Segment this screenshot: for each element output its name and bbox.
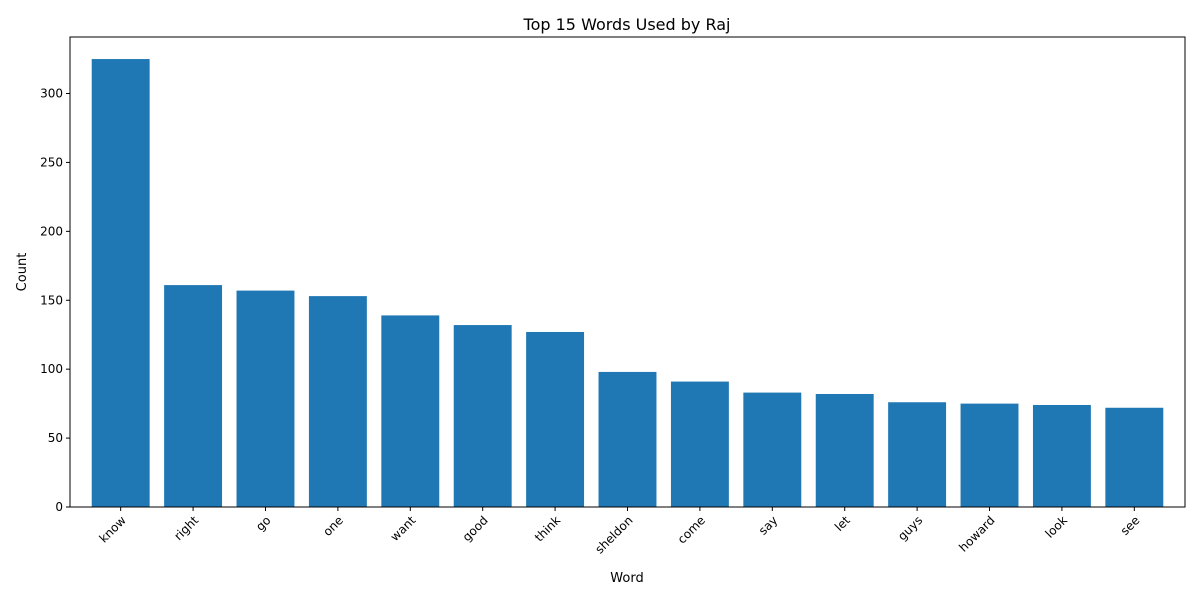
bar-howard	[960, 403, 1019, 507]
y-tick-label-150: 150	[40, 293, 63, 307]
bar-know	[91, 59, 150, 507]
y-tick-label-300: 300	[40, 87, 63, 101]
bar-go	[236, 290, 295, 507]
x-tick-label-know: know	[96, 513, 128, 545]
y-tick-label-250: 250	[40, 155, 63, 169]
bar-want	[381, 315, 440, 507]
x-axis-label: Word	[610, 571, 643, 586]
x-tick-label-go: go	[253, 513, 273, 533]
bar-see	[1105, 407, 1164, 507]
x-tick-label-think: think	[532, 513, 563, 544]
bar-let	[815, 393, 874, 507]
bar-think	[526, 331, 585, 507]
x-tick-label-one: one	[320, 513, 346, 539]
x-tick-label-come: come	[675, 513, 708, 546]
y-tick-label-0: 0	[55, 500, 63, 514]
bars-group	[91, 59, 1164, 507]
x-axis: know right go one want good think sheldon come sa…	[96, 507, 1142, 556]
x-tick-label-howard: howard	[956, 513, 997, 554]
x-tick-label-sheldon: sheldon	[592, 513, 635, 556]
plot-frame	[69, 36, 1186, 508]
bar-sheldon	[598, 371, 657, 507]
bar-look	[1032, 405, 1091, 507]
x-tick-label-look: look	[1042, 513, 1070, 541]
y-tick-label-200: 200	[40, 224, 63, 238]
x-tick-label-good: good	[460, 513, 491, 544]
bar-say	[743, 392, 802, 507]
x-tick-label-right: right	[171, 513, 201, 543]
x-tick-label-say: say	[756, 513, 781, 538]
bar-one	[308, 296, 367, 507]
bar-guys	[888, 402, 947, 507]
y-tick-label-100: 100	[40, 362, 63, 376]
x-tick-label-let: let	[832, 513, 853, 534]
bar-right	[164, 285, 223, 507]
bar-come	[670, 381, 729, 507]
y-axis-label: Count	[15, 253, 30, 292]
bar-good	[453, 325, 512, 507]
chart-title: Top 15 Words Used by Raj	[523, 15, 731, 34]
x-tick-label-guys: guys	[895, 513, 925, 543]
x-tick-label-want: want	[388, 513, 419, 544]
y-tick-label-50: 50	[48, 431, 63, 445]
x-tick-label-see: see	[1118, 513, 1143, 538]
y-axis: 0 50 100 150 200 250 300	[40, 87, 70, 514]
